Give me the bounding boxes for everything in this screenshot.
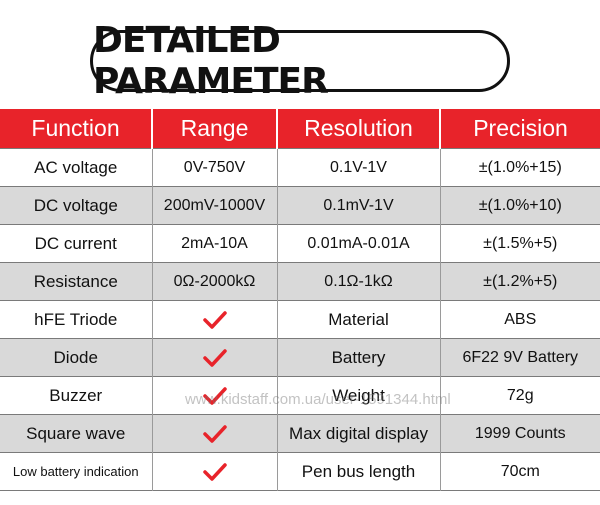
header-precision: Precision [440,109,600,149]
function-cell: Low battery indication [0,452,153,491]
range-cell: 2mA-10A [152,224,278,263]
table-row: Resistance 0Ω-2000kΩ 0.1Ω-1kΩ ±(1.2%+5) [0,262,600,301]
resolution-cell: 0.1mV-1V [277,186,441,225]
check-icon [202,462,227,481]
spec-value-cell: 1999 Counts [440,414,600,453]
supported-cell [152,300,278,339]
title-badge: DETAILED PARAMETER [90,20,510,102]
table-row: hFE Triode Material ABS [0,300,600,339]
range-cell: 0V-750V [152,148,278,187]
precision-cell: ±(1.0%+15) [478,158,562,176]
page-title: DETAILED PARAMETER [93,20,329,102]
function-cell: hFE Triode [0,300,153,339]
header-resolution: Resolution [277,109,441,149]
function-cell: Square wave [0,414,153,453]
spec-label-cell: Pen bus length [277,452,441,491]
precision-cell: ±(1.0%+10) [440,186,600,225]
table-row: Low battery indication Pen bus length 70… [0,452,600,491]
function-cell: DC voltage [0,186,153,225]
spec-value-cell: 6F22 9V Battery [440,338,600,377]
check-icon [202,310,227,329]
precision-cell: ±(1.5%+5) [483,234,558,252]
header-function: Function [0,109,153,149]
check-icon [202,348,227,367]
range-cell: 200mV-1000V [152,186,278,225]
check-icon [202,424,227,443]
resolution-cell: 0.1Ω-1kΩ [277,262,441,301]
supported-cell [152,376,278,415]
table-row: DC voltage 200mV-1000V 0.1mV-1V ±(1.0%+1… [0,186,600,225]
function-cell: DC current [0,224,153,263]
spec-value-cell: 72g [506,386,534,404]
spec-label-cell: Max digital display [277,414,441,453]
table-row: Square wave Max digital display 1999 Cou… [0,414,600,453]
check-icon [202,386,227,405]
table-row: AC voltage 0V-750V 0.1V-1V ±(1.0%+15) [0,148,600,187]
header-range: Range [152,109,278,149]
header-row: Function Range Resolution Precision [0,109,600,149]
function-cell: AC voltage [0,148,153,187]
function-cell: Diode [0,338,153,377]
function-cell: Resistance [0,262,153,301]
supported-cell [152,414,278,453]
spec-value-cell: ABS [504,310,537,328]
supported-cell [152,338,278,377]
spec-label-cell: Weight [277,376,441,415]
supported-cell [152,452,278,491]
parameter-table: Function Range Resolution Precision AC v… [0,109,600,491]
table-row: Buzzer Weight 72g [0,376,600,415]
function-cell: Buzzer [0,376,153,415]
watermark: www.kidstaff.com.ua/user-1591344.html [185,391,451,408]
precision-cell: ±(1.2%+5) [440,262,600,301]
table-row: DC current 2mA-10A 0.01mA-0.01A ±(1.5%+5… [0,224,600,263]
resolution-cell: 0.01mA-0.01A [277,224,441,263]
spec-label-cell: Battery [277,338,441,377]
resolution-cell: 0.1V-1V [277,148,441,187]
spec-label-cell: Material [277,300,441,339]
table-row: Diode Battery 6F22 9V Battery [0,338,600,377]
spec-value-cell: 70cm [500,462,540,480]
range-cell: 0Ω-2000kΩ [152,262,278,301]
